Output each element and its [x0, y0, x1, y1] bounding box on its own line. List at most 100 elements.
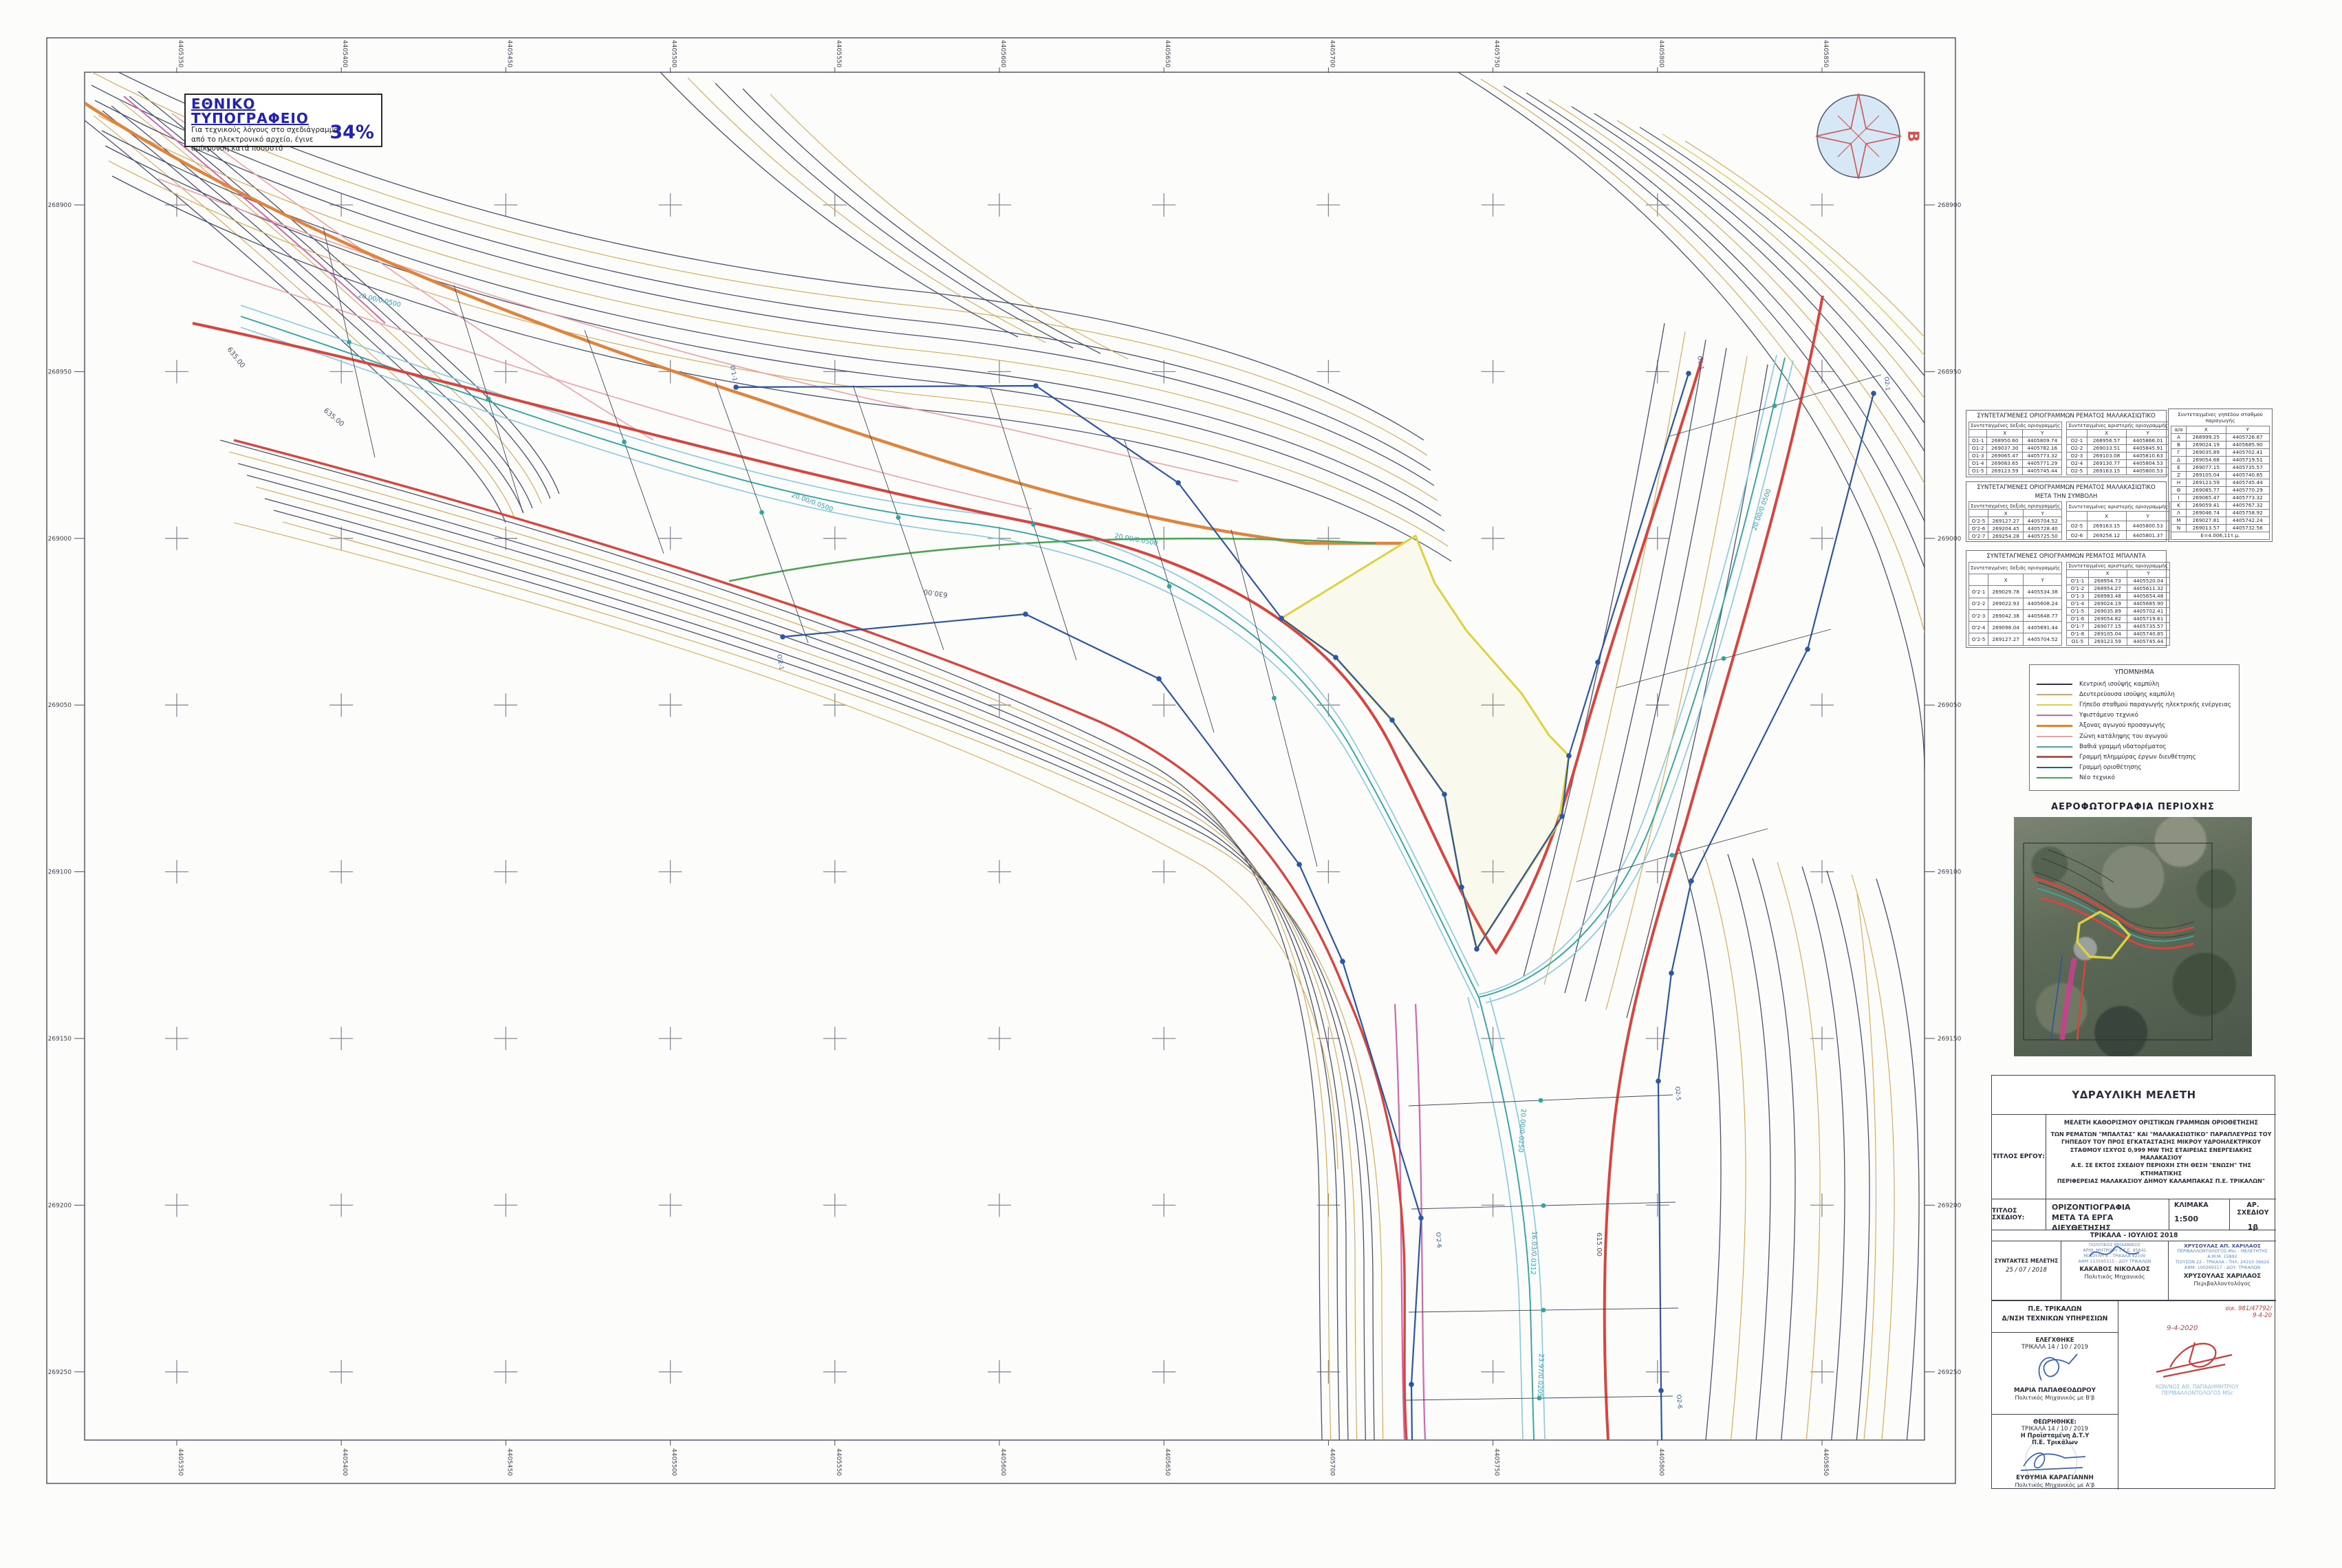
- approval-right-cell: οικ. 981/47792/ 9-4-20 9-4-2020 ΚΩΝ/ΝΟΣ …: [2118, 1300, 2276, 1490]
- boundary-vertex-dot: [733, 384, 739, 390]
- approved-label: ΘΕΩΡΗΘΗΚΕ:: [2033, 1418, 2077, 1425]
- legend-swatch: [2037, 715, 2072, 717]
- title-block-header: ΥΔΡΑΥΛΙΚΗ ΜΕΛΕΤΗ: [1992, 1076, 2276, 1115]
- grid-cross: [329, 693, 354, 717]
- legend-title: ΥΠΟΜΝΗΜΑ: [2114, 668, 2154, 676]
- grid-cross: [823, 1027, 847, 1050]
- table-cell: Ο1-5: [1968, 466, 1988, 475]
- flow-label: 20.00/0.0250: [1517, 1109, 1527, 1153]
- project-title-text: ΜΕΛΕΤΗ ΚΑΘΟΡΙΣΜΟΥ ΟΡΙΣΤΙΚΩΝ ΓΡΑΜΜΩΝ ΟΡΙΟ…: [2046, 1115, 2276, 1199]
- table-cell: Ο2-6: [2066, 530, 2088, 541]
- grid-cross: [1481, 693, 1505, 717]
- stamp-line: Για τεχνικούς λόγους στο σχεδιάγραμμα,: [191, 126, 341, 134]
- table-cell: 268956.57: [2086, 436, 2127, 445]
- legend-label: Γραμμή πλημμύρας έργων διευθέτησης: [2079, 753, 2196, 761]
- grid-cross: [1481, 1360, 1505, 1384]
- legend-label: Υφιστάμενο τεχνικό: [2079, 712, 2138, 719]
- table-cell: 4405685.90: [2126, 599, 2170, 608]
- table-cell: Ο2-5: [2066, 520, 2088, 531]
- table-cell: Α: [2170, 433, 2187, 442]
- section-marker-dot: [1538, 1098, 1543, 1103]
- grid-coordinate-label: 269050: [48, 702, 72, 709]
- contour-line: [98, 115, 1438, 501]
- boundary-vertex-dots: [733, 371, 1876, 1393]
- table-cell: 269103.08: [2086, 451, 2127, 460]
- table-cell: Ο'1-7: [2066, 622, 2089, 631]
- contour-line: [111, 175, 1452, 562]
- table-cell: 269105.04: [2088, 629, 2127, 638]
- aerial-photo: [2014, 817, 2252, 1056]
- scale-cell: ΚΛΙΜΑΚΑ 1:500: [2169, 1199, 2229, 1230]
- table-cell: 4405845.91: [2125, 444, 2170, 453]
- contour-line: [105, 145, 1445, 532]
- sheet-number-label: ΑΡ. ΣΧΕΔΙΟΥ: [2237, 1201, 2269, 1217]
- author2-stamp-line: ΠΕΡΙΒΑΛΛΟΝΤΟΛΟΓΟΣ-Msc - ΜΕΛΕΤΗΤΗΣ: [2177, 1249, 2268, 1254]
- grid-cross: [823, 360, 847, 384]
- table-cell: Ο'1-3: [2066, 591, 2089, 600]
- table-cell: 4405773.32: [2225, 493, 2270, 502]
- table-cell: X: [1986, 428, 2024, 437]
- contour-line: [1548, 99, 1924, 485]
- boundary-vertex-dot: [1175, 480, 1181, 486]
- table-cell: Y: [2022, 428, 2063, 437]
- table-cell: Ο'1-5: [2066, 607, 2089, 616]
- table-cell: Y: [2225, 425, 2270, 434]
- table-cell: 4405608.24: [2023, 597, 2063, 610]
- drawing-title-label: ΤΙΤΛΟΣ ΣΧΕΔΙΟΥ:: [1992, 1199, 2046, 1230]
- boundary-vertex-dot: [1156, 676, 1162, 682]
- grid-cross: [1152, 1360, 1176, 1384]
- table-cell: Y: [2023, 509, 2063, 518]
- grid-cross: [1152, 193, 1176, 217]
- table-cell: 269163.15: [2086, 520, 2127, 531]
- contour-line: [1543, 331, 1686, 986]
- sheet-number-value: 1β: [2247, 1223, 2259, 1232]
- grid-cross: [658, 193, 682, 217]
- grid-coordinate-label: 4405500: [671, 1448, 677, 1476]
- contour-line: [94, 100, 1435, 486]
- table-cell: 269042.38: [1988, 609, 2024, 622]
- grid-coordinate-label: 4405850: [1822, 40, 1829, 67]
- grid-coordinate-label: 268900: [48, 202, 72, 209]
- coordinates-subtable: Συντεταγμένες δεξιάς οριογραμμής X Y Ο'2-1 2…: [1968, 561, 2063, 646]
- reduction-percentage: 34%: [329, 122, 374, 143]
- grid-cross: [1316, 193, 1341, 217]
- boundary-vertex-dot: [1566, 753, 1572, 759]
- project-line: ΠΕΡΙΦΕΡΕΙΑΣ ΜΑΛΑΚΑΣΙΟΥ ΔΗΜΟΥ ΚΑΛΑΜΠΑΚΑΣ …: [2057, 1177, 2266, 1184]
- table-cell: Ι: [2170, 493, 2187, 502]
- author1-stamp-line: ΑΡΙΘ. ΜΗΤΡΩΟΥ Τ.Ε.Ε. 95841: [2083, 1248, 2147, 1253]
- table-cell: 269254.28: [1988, 532, 2024, 541]
- table-cell: 4405773.32: [2022, 451, 2063, 460]
- table-cell: 4405648.77: [2023, 609, 2063, 622]
- table-cell: 269127.27: [1988, 516, 2024, 525]
- grid-cross: [494, 1027, 518, 1050]
- boundary-vertex-dot: [1279, 616, 1284, 621]
- grid-cross: [658, 1027, 682, 1050]
- table-cell: 4405704.52: [2023, 633, 2063, 646]
- drawing-title-line: ΜΕΤΑ ΤΑ ΕΡΓΑ ΔΙΕΥΘΕΤΗΣΗΣ: [2052, 1212, 2114, 1232]
- table-cell: X: [1988, 509, 2024, 518]
- table-cell: 269105.04: [2186, 470, 2226, 479]
- table-cell: Ο'2-2: [1968, 597, 1989, 610]
- author2-stamp-line: ΧΡΥΣΟΥΛΑΣ ΑΠ. ΧΑΡΙΛΑΟΣ: [2184, 1243, 2261, 1249]
- table-cell: Ο1-5: [2066, 637, 2089, 646]
- boundary-point-label: Ο2-5: [1673, 1086, 1682, 1100]
- author2-stamp-line: ΤΙΟΥΣΟΝ 22 - ΤΡΙΚΑΛΑ - ΤΗΛ: 24310 36624: [2175, 1259, 2270, 1265]
- grid-coordinate-label: 269200: [48, 1202, 72, 1209]
- author2-cell: ΧΡΥΣΟΥΛΑΣ ΑΠ. ΧΑΡΙΛΑΟΣ ΠΕΡΙΒΑΛΛΟΝΤΟΛΟΓΟΣ…: [2168, 1241, 2276, 1300]
- table-cell: Συντεταγμένες δεξιάς οριογραμμής: [1968, 421, 2063, 430]
- table-cell: 269065.47: [2186, 493, 2226, 502]
- grid-coordinate-label: 4405700: [1328, 40, 1335, 67]
- legend-item: Δευτερεύουσα ισοϋψης καμπύλη: [2037, 689, 2232, 699]
- grid-cross: [494, 860, 518, 884]
- legend: ΥΠΟΜΝΗΜΑ Κεντρική ισοϋψής καμπύλη Δευτερε…: [2029, 664, 2240, 791]
- table-cell: 4405534.38: [2023, 585, 2063, 598]
- contour-line: [1777, 862, 1821, 1440]
- contour-line: [111, 105, 533, 509]
- grid-coordinate-label: 268900: [1938, 202, 1962, 209]
- grid-cross: [165, 526, 188, 550]
- contour-line: [273, 510, 1375, 1440]
- grid-cross: [1152, 1027, 1176, 1050]
- agency-line: Π.Ε. ΤΡΙΚΑΛΩΝ: [2028, 1305, 2082, 1313]
- legend-label: Γήπεδο σταθμού παραγωγής ηλεκτρικής ενέρ…: [2079, 701, 2231, 708]
- legend-items: Κεντρική ισοϋψής καμπύλη Δευτερεύουσα ισο…: [2037, 679, 2232, 783]
